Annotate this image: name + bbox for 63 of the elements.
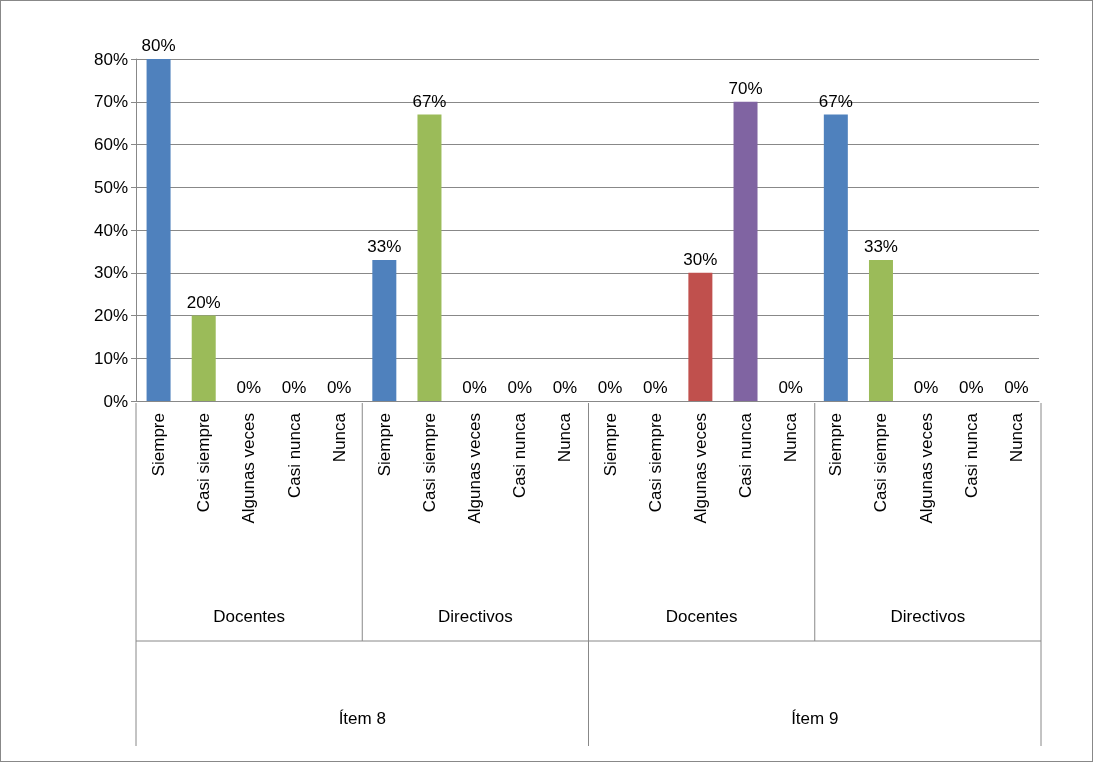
x-tick-label: Siempre bbox=[149, 413, 169, 477]
bar bbox=[688, 272, 713, 401]
text: Ítem 9 bbox=[791, 708, 839, 728]
y-tick-label: 80% bbox=[93, 49, 128, 69]
x-tick-label: Algunas veces bbox=[916, 413, 936, 524]
data-label: 67% bbox=[818, 91, 853, 111]
y-tick-label: 20% bbox=[93, 306, 128, 325]
bar bbox=[417, 114, 442, 401]
y-tick-label: 40% bbox=[93, 220, 128, 240]
x-tick-label: Casi siempre bbox=[871, 413, 891, 513]
data-label: 20% bbox=[186, 292, 221, 312]
x-tick-label: Algunas veces bbox=[465, 413, 485, 524]
x-tick-label: Casi nunca bbox=[284, 412, 304, 499]
data-label: 0% bbox=[913, 378, 939, 397]
data-label: 0% bbox=[597, 378, 623, 397]
data-label: 0% bbox=[552, 378, 578, 397]
data-label: 0% bbox=[236, 378, 262, 397]
data-label: 33% bbox=[863, 236, 898, 256]
y-tick-label: 0% bbox=[103, 391, 128, 411]
data-label: 33% bbox=[367, 236, 402, 256]
bar bbox=[372, 259, 397, 401]
text: Docentes bbox=[213, 606, 286, 626]
data-label: 0% bbox=[326, 378, 352, 397]
x-tick-label: Nunca bbox=[555, 412, 575, 463]
x-tick-label: Nunca bbox=[781, 412, 801, 463]
x-tick-label: Casi nunca bbox=[510, 412, 530, 499]
data-label: 0% bbox=[642, 378, 668, 397]
y-tick-label: 60% bbox=[93, 135, 128, 154]
x-tick-label: Casi siempre bbox=[645, 413, 665, 513]
bar bbox=[733, 101, 758, 401]
x-tick-label: Nunca bbox=[1006, 412, 1026, 463]
x-tick-label: Siempre bbox=[374, 413, 394, 477]
data-label: 0% bbox=[281, 378, 307, 397]
y-tick-label: 50% bbox=[93, 177, 128, 197]
x-tick-label: Siempre bbox=[826, 413, 846, 477]
x-tick-label: Casi siempre bbox=[194, 413, 214, 513]
data-label: 0% bbox=[778, 378, 803, 397]
x-tick-label: Casi nunca bbox=[736, 412, 756, 499]
x-tick-label: Siempre bbox=[600, 413, 620, 477]
text: Directivos bbox=[438, 606, 513, 626]
data-label: 67% bbox=[412, 91, 447, 111]
x-tick-label: Casi nunca bbox=[961, 412, 981, 499]
data-label: 0% bbox=[462, 378, 487, 397]
text: Directivos bbox=[890, 606, 966, 626]
data-label: 0% bbox=[507, 378, 533, 397]
text: Docentes bbox=[665, 606, 738, 626]
data-label: 30% bbox=[683, 249, 718, 269]
data-label: 0% bbox=[958, 378, 984, 397]
data-label: 0% bbox=[1004, 378, 1029, 397]
bar bbox=[868, 259, 893, 401]
x-tick-label: Nunca bbox=[329, 412, 349, 463]
text: Ítem 8 bbox=[338, 708, 386, 728]
x-tick-label: Casi siempre bbox=[419, 413, 439, 513]
data-label: 70% bbox=[728, 78, 763, 98]
bar bbox=[146, 59, 171, 401]
x-tick-label: Algunas veces bbox=[239, 413, 259, 524]
x-tick-label: Algunas veces bbox=[690, 413, 710, 524]
bar bbox=[191, 315, 216, 401]
y-tick-label: 10% bbox=[93, 348, 128, 368]
y-tick-label: 30% bbox=[93, 263, 128, 283]
bar bbox=[823, 114, 848, 401]
y-tick-label: 70% bbox=[93, 92, 128, 112]
data-label: 80% bbox=[141, 36, 176, 55]
